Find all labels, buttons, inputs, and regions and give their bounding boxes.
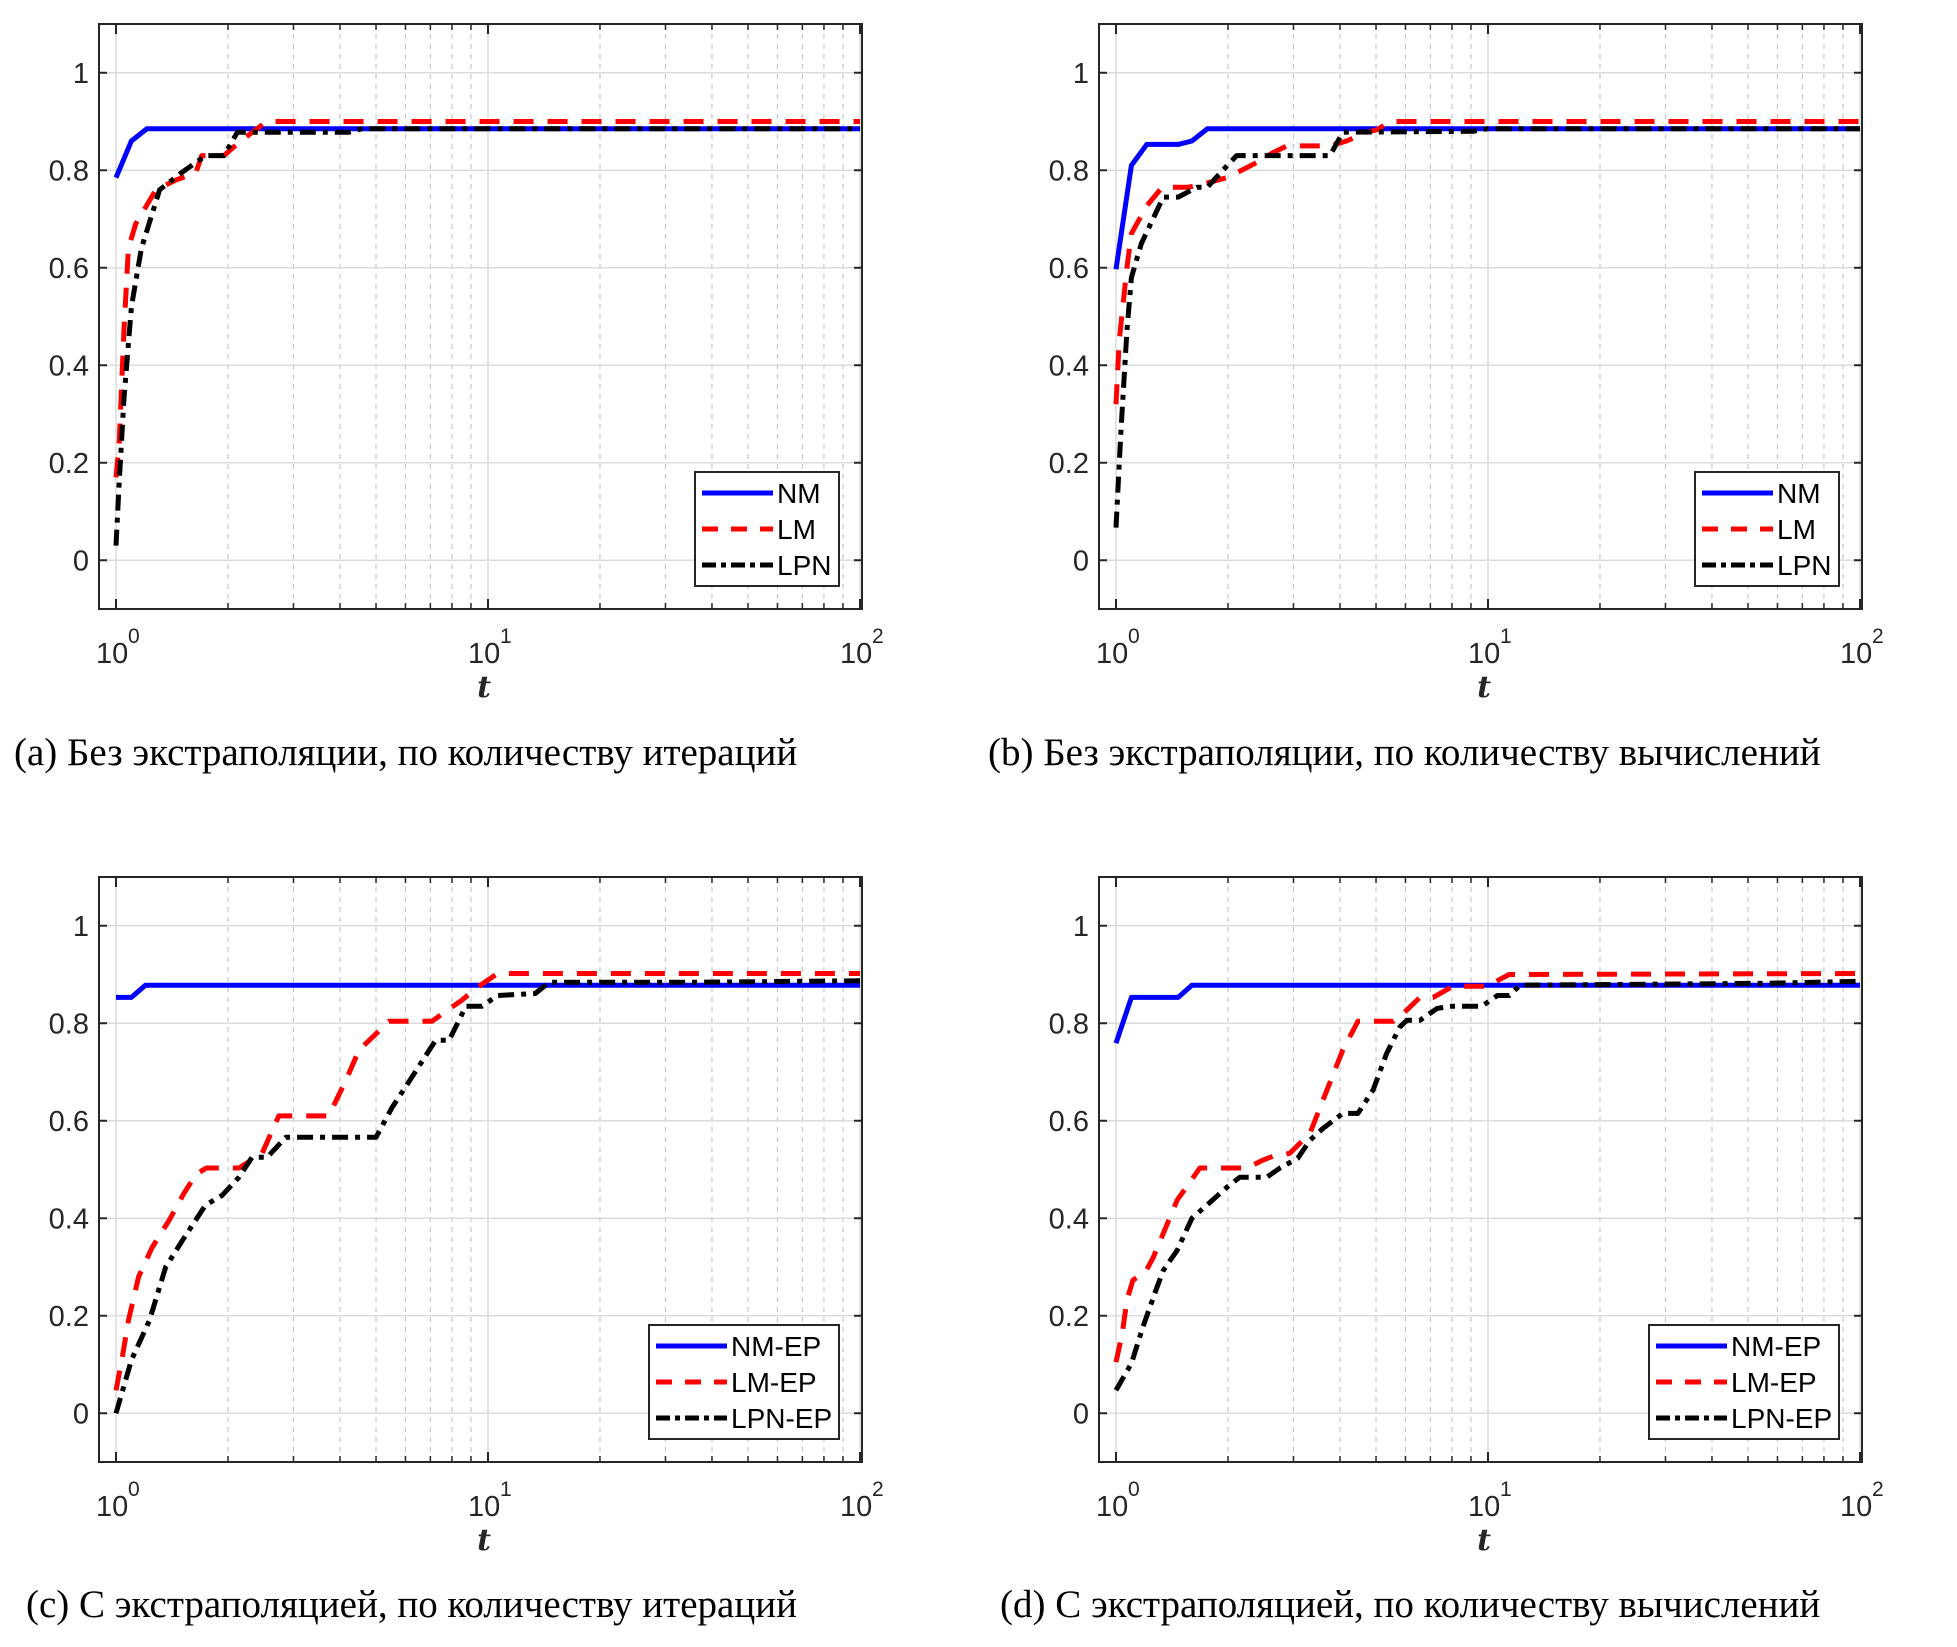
y-tick-label: 0.6 — [49, 1106, 89, 1138]
legend-label: NM — [777, 478, 821, 509]
series-line-nm — [113, 126, 860, 179]
legend-label: LM-EP — [1731, 1367, 1817, 1398]
panel-d: 10010110200.20.40.60.81tNM-EPLM-EPLPN-EP… — [1000, 876, 1884, 1626]
series-line-nm — [1113, 126, 1860, 270]
x-tick-exponent: 1 — [500, 1478, 512, 1501]
y-tick-label: 0.2 — [1049, 1301, 1089, 1333]
y-tick-label: 0.2 — [49, 448, 89, 480]
x-tick-exponent: 2 — [1872, 625, 1884, 648]
x-axis-label: t — [477, 670, 491, 705]
series-line-nm-ep — [1113, 982, 1860, 1044]
panel-c: 10010110200.20.40.60.81tNM-EPLM-EPLPN-EP… — [26, 876, 884, 1626]
series-line-lpn-ep — [113, 978, 861, 1414]
legend-label: LM — [1777, 514, 1816, 545]
x-axis-label: t — [1477, 1523, 1491, 1558]
legend-label: LPN-EP — [731, 1403, 832, 1434]
x-tick-label: 10 — [1096, 638, 1128, 670]
x-axis-label: t — [1477, 670, 1491, 705]
legend: NM LM LPN — [694, 471, 840, 587]
y-tick-label: 0.2 — [49, 1301, 89, 1333]
y-tick-label: 0.2 — [1049, 448, 1089, 480]
panel-caption: (a) Без экстраполяции, по количеству ите… — [14, 731, 797, 774]
x-tick-exponent: 1 — [1500, 625, 1512, 648]
x-tick-label: 10 — [96, 638, 128, 670]
y-tick-label: 0.4 — [49, 350, 89, 382]
x-tick-label: 10 — [1096, 1491, 1128, 1523]
x-tick-label: 10 — [1840, 638, 1872, 670]
axes-frame — [1098, 23, 1863, 610]
y-tick-label: 0 — [73, 545, 89, 577]
x-tick-exponent: 2 — [872, 625, 884, 648]
y-tick-label: 0.6 — [1049, 253, 1089, 285]
axes-frame — [1098, 876, 1863, 1463]
legend-label: LPN — [1777, 550, 1831, 581]
y-tick-label: 0.8 — [49, 155, 89, 187]
panel-caption: (b) Без экстраполяции, по количеству выч… — [988, 731, 1821, 774]
x-tick-label: 10 — [840, 1491, 872, 1523]
series-line-nm-ep — [116, 982, 860, 1000]
legend-label: LPN-EP — [1731, 1403, 1832, 1434]
series-line-lpn — [1113, 126, 1860, 528]
x-tick-exponent: 0 — [1128, 1478, 1140, 1501]
x-tick-exponent: 0 — [128, 1478, 140, 1501]
x-tick-exponent: 2 — [872, 1478, 884, 1501]
x-tick-label: 10 — [96, 1491, 128, 1523]
y-tick-label: 0.6 — [1049, 1106, 1089, 1138]
y-tick-label: 0 — [1073, 545, 1089, 577]
y-tick-label: 0.8 — [49, 1008, 89, 1040]
series-line-lm — [113, 119, 860, 478]
x-tick-exponent: 1 — [500, 625, 512, 648]
y-tick-label: 1 — [1073, 911, 1089, 943]
x-tick-exponent: 0 — [1128, 625, 1140, 648]
y-tick-label: 0.8 — [1049, 155, 1089, 187]
grid — [99, 24, 862, 609]
panel-caption: (c) С экстраполяцией, по количеству итер… — [26, 1583, 797, 1626]
series-line-lpn-ep — [1113, 978, 1861, 1392]
grid — [99, 877, 862, 1462]
legend-label: LM-EP — [731, 1367, 817, 1398]
x-tick-label: 10 — [468, 638, 500, 670]
legend: NM-EP LM-EP LPN-EP — [648, 1324, 840, 1440]
panel-caption: (d) С экстраполяцией, по количеству вычи… — [1000, 1583, 1820, 1626]
x-tick-label: 10 — [1468, 638, 1500, 670]
y-tick-label: 0 — [73, 1398, 89, 1430]
y-tick-label: 0.4 — [1049, 1203, 1089, 1235]
grid — [1099, 24, 1862, 609]
x-tick-label: 10 — [1468, 1491, 1500, 1523]
series-line-lpn — [113, 126, 860, 546]
x-tick-label: 10 — [840, 638, 872, 670]
legend-label: LPN — [777, 550, 831, 581]
legend: NM-EP LM-EP LPN-EP — [1648, 1324, 1840, 1440]
legend-label: NM — [1777, 478, 1821, 509]
axes-frame — [98, 23, 863, 610]
y-tick-label: 0.4 — [1049, 350, 1089, 382]
x-tick-exponent: 0 — [128, 625, 140, 648]
y-tick-label: 1 — [73, 911, 89, 943]
x-axis-label: t — [477, 1523, 491, 1558]
legend: NM LM LPN — [1694, 471, 1840, 587]
y-tick-label: 0.6 — [49, 253, 89, 285]
x-tick-label: 10 — [1840, 1491, 1872, 1523]
y-tick-label: 0.8 — [1049, 1008, 1089, 1040]
legend-label: NM-EP — [731, 1331, 821, 1362]
legend-label: NM-EP — [1731, 1331, 1821, 1362]
x-tick-exponent: 1 — [1500, 1478, 1512, 1501]
x-tick-label: 10 — [468, 1491, 500, 1523]
y-tick-label: 0 — [1073, 1398, 1089, 1430]
legend-label: LM — [777, 514, 816, 545]
y-tick-label: 0.4 — [49, 1203, 89, 1235]
x-tick-exponent: 2 — [1872, 1478, 1884, 1501]
y-tick-label: 1 — [73, 58, 89, 90]
axes-frame — [98, 876, 863, 1463]
y-tick-label: 1 — [1073, 58, 1089, 90]
